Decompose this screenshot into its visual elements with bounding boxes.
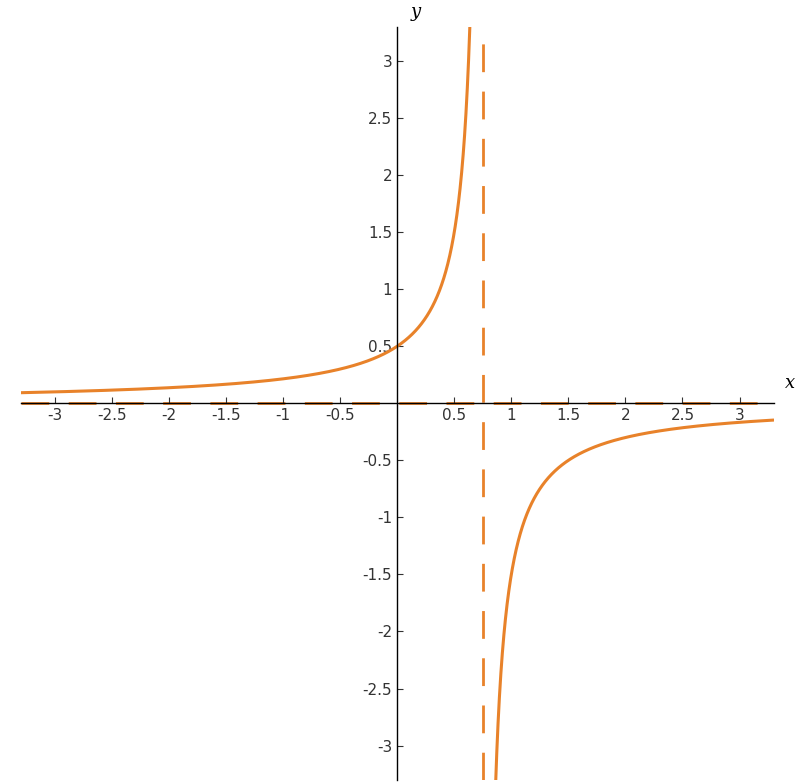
Text: y: y <box>410 3 421 21</box>
Text: x: x <box>785 374 794 392</box>
